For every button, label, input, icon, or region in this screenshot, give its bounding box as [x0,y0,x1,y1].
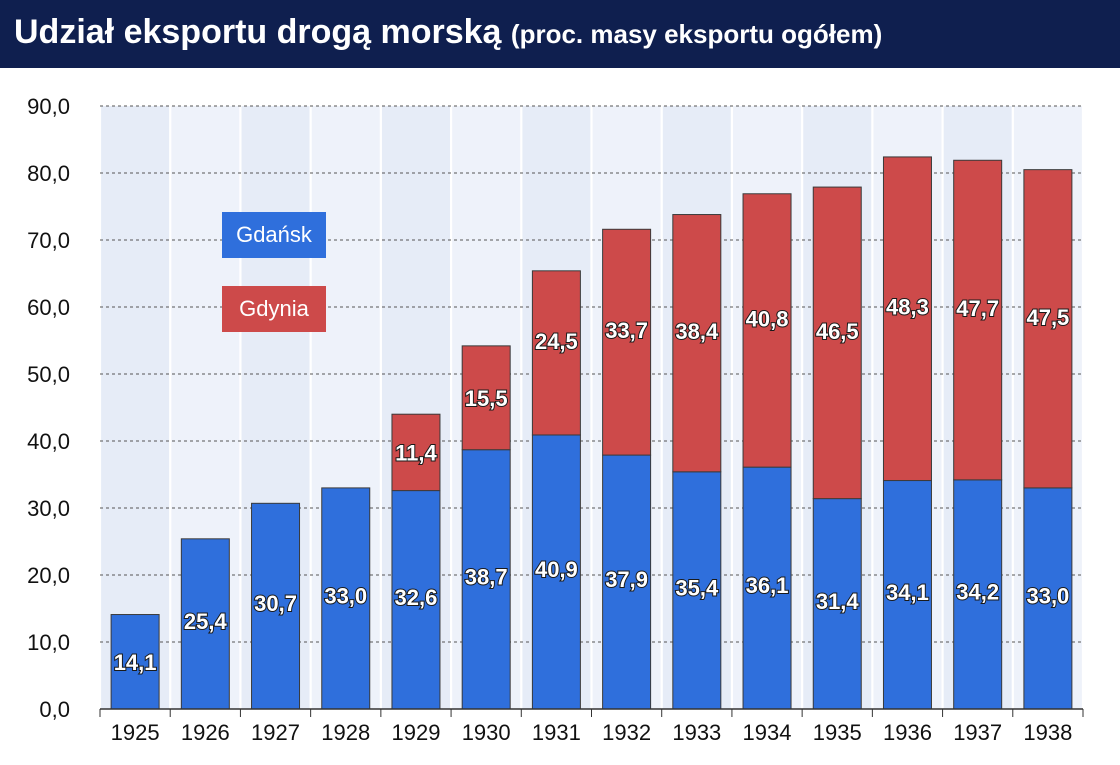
x-tick-label: 1938 [1023,720,1072,745]
data-label: 24,5 [535,329,578,354]
data-label: 38,4 [675,319,719,344]
legend-gdynia: Gdynia [222,286,326,332]
x-tick-label: 1928 [321,720,370,745]
data-label: 14,1 [114,650,157,675]
data-label: 34,2 [956,579,999,604]
x-tick-label: 1932 [602,720,651,745]
data-label: 48,3 [886,295,929,320]
bar-gdynia [742,193,792,468]
x-tick-label: 1929 [391,720,440,745]
bar-gdansk [602,454,652,710]
data-label: 11,4 [395,440,437,465]
y-tick-label: 80,0 [27,161,70,186]
bar-gdynia [391,413,441,492]
bar-gdynia [672,214,722,473]
y-tick-label: 10,0 [27,630,70,655]
y-tick-label: 40,0 [27,429,70,454]
data-label: 34,1 [886,580,929,605]
data-label: 47,5 [1026,305,1069,330]
bar-gdansk [672,471,722,710]
bar-gdynia [812,186,862,500]
bar-gdansk [110,614,160,710]
bar-gdansk [882,480,932,710]
y-tick-label: 90,0 [27,94,70,119]
background-stripe [101,106,170,709]
data-label: 33,0 [324,583,367,608]
bar-gdynia [461,345,511,451]
legend-gdansk: Gdańsk [222,212,326,258]
bar-gdansk [391,490,441,710]
data-label: 25,4 [184,609,228,634]
chart-title: Udział eksportu drogą morską (proc. masy… [14,10,882,56]
y-tick-label: 70,0 [27,228,70,253]
y-tick-label: 50,0 [27,362,70,387]
x-tick-label: 1927 [251,720,300,745]
bar-gdynia [531,270,581,436]
x-tick-label: 1933 [672,720,721,745]
bar-gdansk [1023,487,1073,710]
bar-gdynia [602,228,652,456]
bar-gdansk [531,434,581,710]
background-stripes [101,106,1082,709]
x-tick-label: 1926 [181,720,230,745]
x-tick-label: 1930 [462,720,511,745]
x-tick-label: 1937 [953,720,1002,745]
data-label: 38,7 [465,564,508,589]
x-tick-label: 1931 [532,720,581,745]
data-label: 32,6 [395,585,438,610]
bar-gdansk [953,479,1003,710]
data-label: 36,1 [746,573,789,598]
data-label: 37,9 [605,567,648,592]
data-label: 35,4 [675,575,719,600]
bar-gdansk [180,538,230,710]
title-bar: Udział eksportu drogą morską (proc. masy… [0,0,1120,68]
data-label: 15,5 [465,386,508,411]
chart-title-main: Udział eksportu drogą morską [14,13,502,51]
data-label: 40,8 [746,306,789,331]
bar-gdansk [251,502,301,710]
data-label: 40,9 [535,557,578,582]
y-tick-label: 60,0 [27,295,70,320]
bar-gdynia [882,156,932,482]
bars [110,156,1073,710]
chart-subtitle: (proc. masy eksportu ogółem) [510,19,883,49]
data-label: 33,0 [1026,583,1069,608]
data-labels: 14,1 25,4 30,7 33,0 32,6 11,4 38,7 15,5 40,9 24,5… [113,294,1071,676]
bar-gdynia [1023,169,1073,489]
y-tick-label: 30,0 [27,496,70,521]
bar-gdansk [812,498,862,710]
data-label: 30,7 [254,591,297,616]
data-label: 33,7 [605,318,648,343]
x-tick-label: 1936 [883,720,932,745]
bar-gdansk [742,466,792,710]
bar-gdansk [321,487,371,710]
y-tick-label: 0,0 [39,697,70,722]
data-label: 31,4 [816,589,860,614]
data-label: 47,7 [956,296,999,321]
axes: 0,0 10,0 20,0 30,0 40,0 50,0 60,0 70,0 80,0 90,0 1… [27,94,1084,745]
data-label: 46,5 [816,319,859,344]
y-tick-label: 20,0 [27,563,70,588]
x-tick-label: 1935 [813,720,862,745]
x-tick-label: 1925 [111,720,160,745]
bar-gdynia [953,159,1003,481]
x-tick-label: 1934 [743,720,792,745]
